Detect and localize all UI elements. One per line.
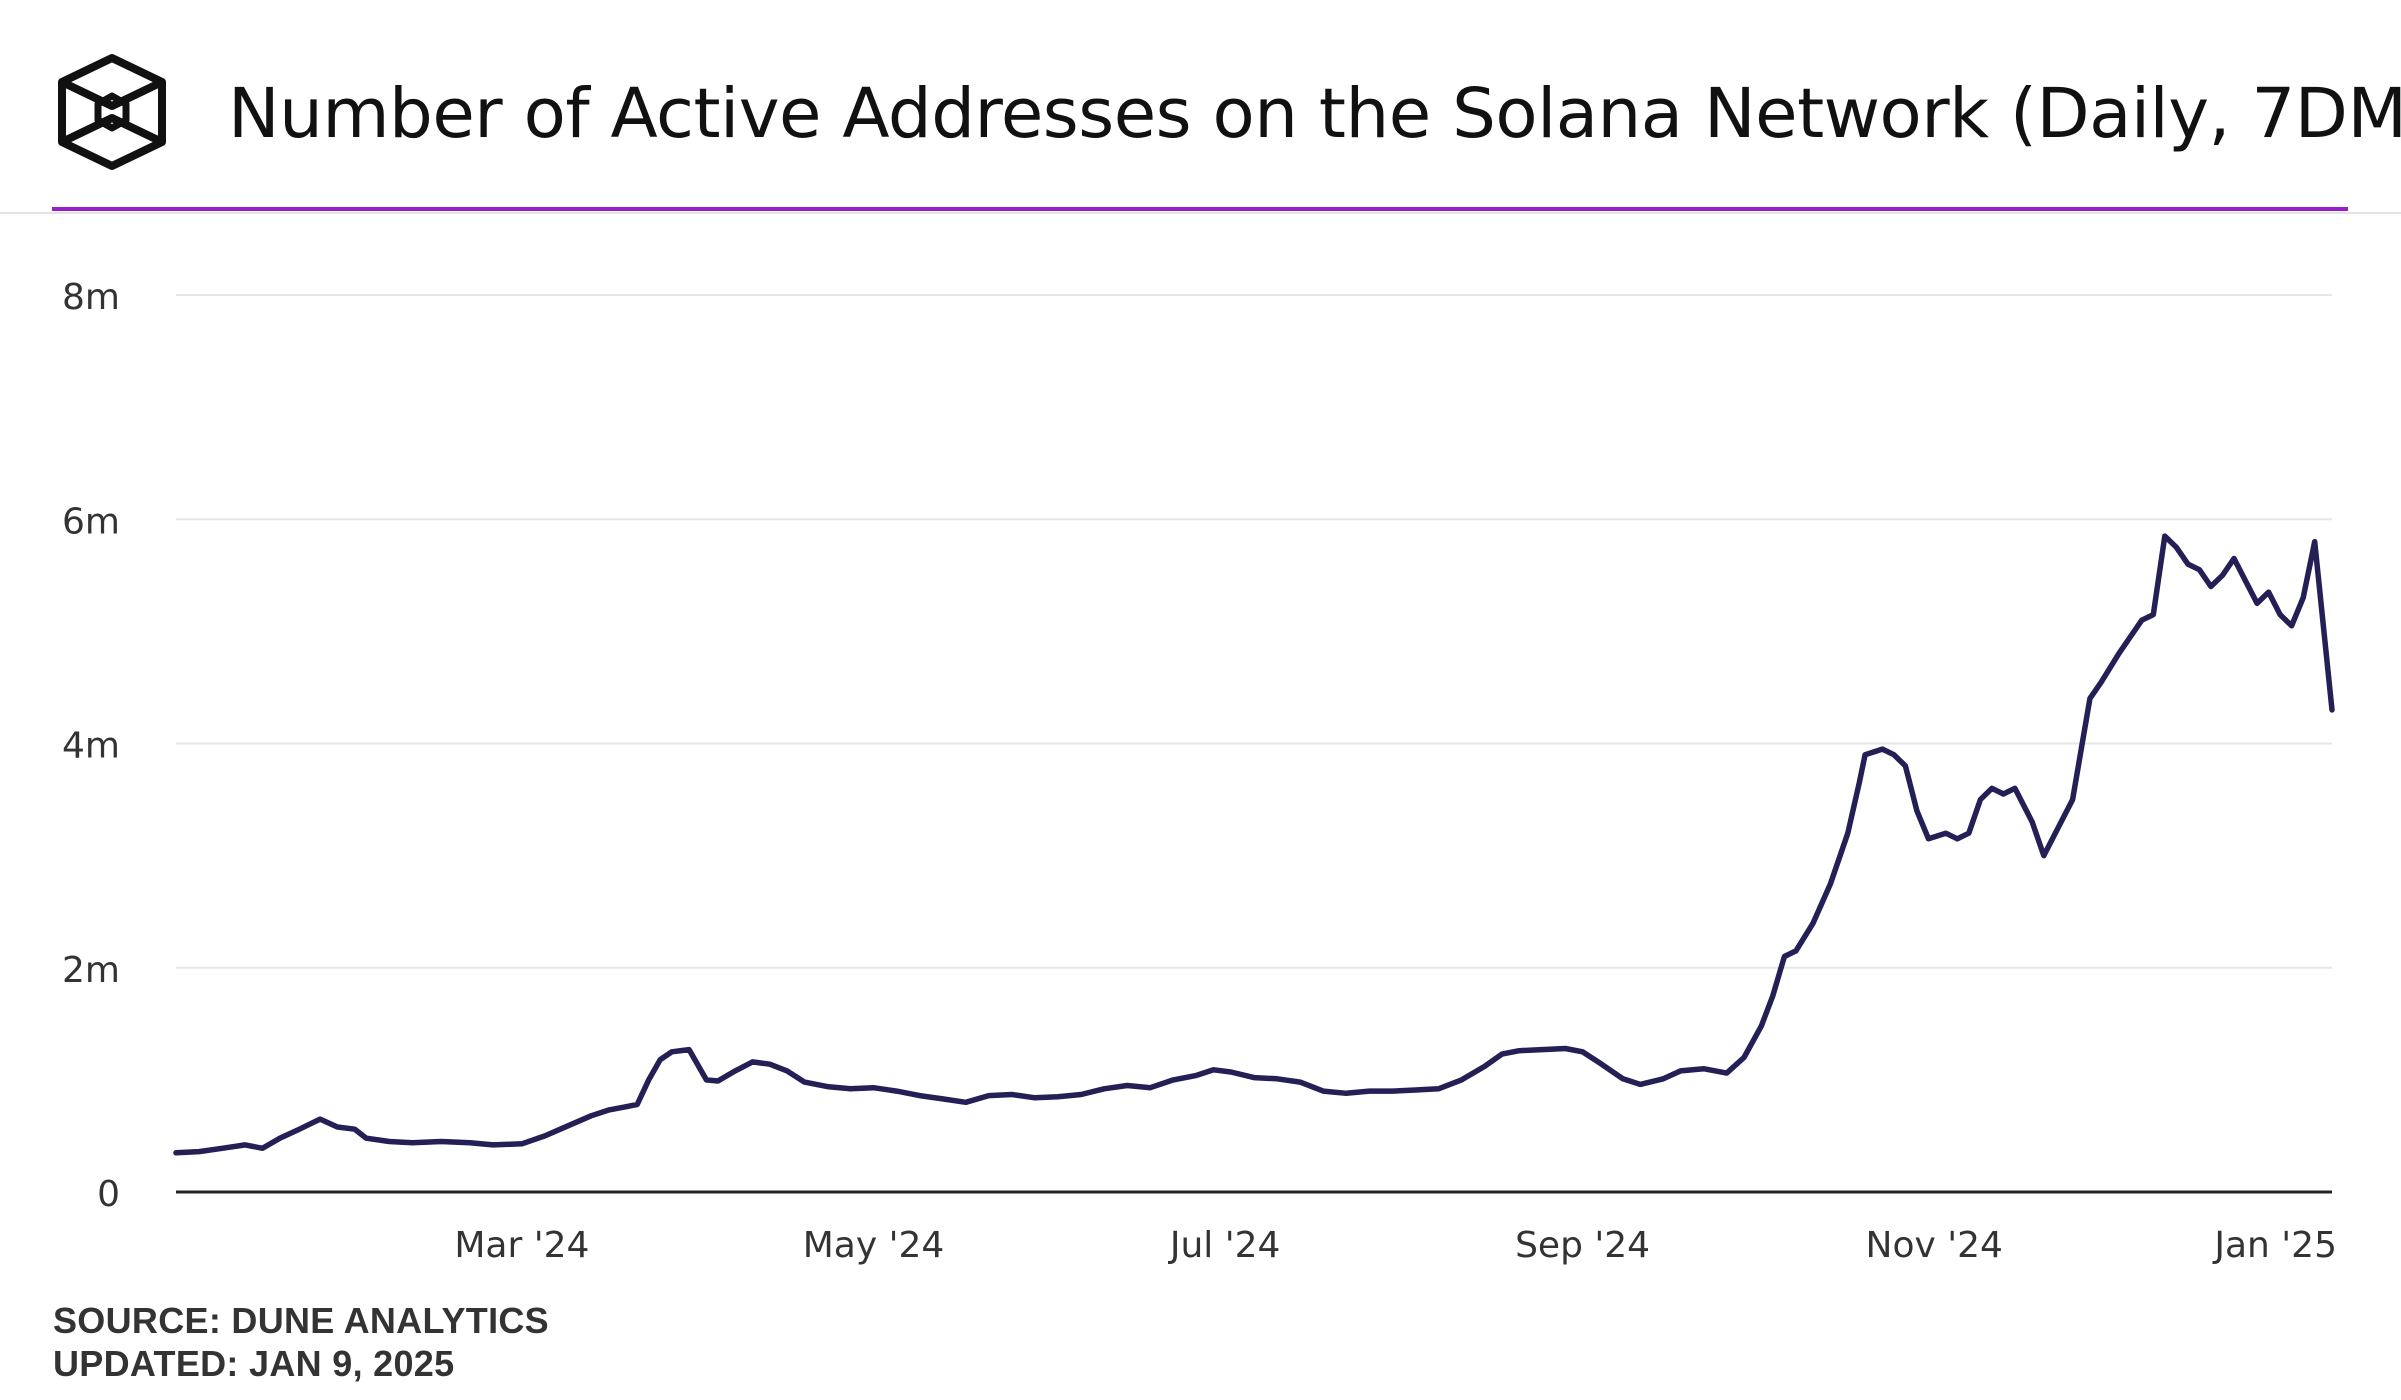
x-tick-label: Sep '24 — [1515, 1225, 1650, 1266]
chart-title: Number of Active Addresses on the Solana… — [228, 74, 2401, 154]
line-chart: 0 2m 4m 6m 8m Mar '24 May '24 Jul '24 Sep '24 Nov… — [62, 277, 2337, 1266]
x-tick-label: Jan '25 — [2212, 1225, 2337, 1266]
updated-note: UPDATED: JAN 9, 2025 — [53, 1343, 455, 1384]
series-line — [173, 533, 2335, 1156]
x-tick-label: May '24 — [803, 1225, 945, 1266]
x-tick-label: Mar '24 — [454, 1225, 589, 1266]
chart-header: Number of Active Addresses on the Solana… — [0, 0, 2401, 214]
y-tick-label: 4m — [62, 726, 120, 767]
y-tick-label: 8m — [62, 277, 120, 318]
y-tick-label: 2m — [62, 950, 120, 991]
x-tick-label: Nov '24 — [1866, 1225, 2003, 1266]
source-note: SOURCE: DUNE ANALYTICS — [53, 1300, 549, 1341]
y-tick-label: 6m — [62, 501, 120, 542]
cube-icon — [58, 54, 166, 170]
x-tick-label: Jul '24 — [1168, 1225, 1281, 1266]
accent-rule — [52, 207, 2348, 211]
y-tick-label: 0 — [97, 1174, 120, 1215]
